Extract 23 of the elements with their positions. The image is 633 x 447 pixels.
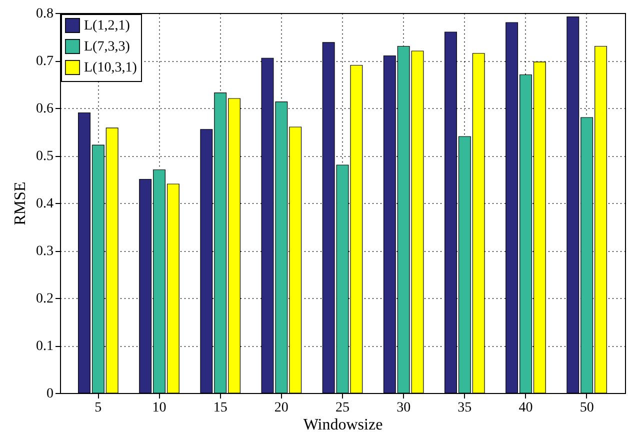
y-tick-label: 0.7 xyxy=(36,54,54,69)
x-tick-label: 40 xyxy=(518,400,533,416)
y-tick-label: 0.1 xyxy=(36,339,54,354)
y-tick-label: 0 xyxy=(46,386,54,402)
x-tick-label: 30 xyxy=(396,400,411,416)
y-tick-label: 0.2 xyxy=(36,292,54,306)
x-tick-label: 25 xyxy=(336,400,350,416)
legend-label: L(1,2,1) xyxy=(84,18,130,34)
y-axis-title: RMSE xyxy=(12,182,29,226)
x-tick-label: 5 xyxy=(94,400,102,416)
x-tick-label: 50 xyxy=(580,400,594,416)
legend-label: L(7,3,3) xyxy=(84,40,130,54)
y-tick-label: 0.4 xyxy=(36,196,54,212)
x-tick-label: 35 xyxy=(458,400,472,416)
x-tick-label: 15 xyxy=(213,400,228,416)
y-tick-label: 0.8 xyxy=(36,6,54,22)
y-tick-label: 0.5 xyxy=(36,149,54,164)
legend-label: L(10,3,1) xyxy=(84,60,138,76)
x-tick-label: 10 xyxy=(152,400,166,416)
y-tick-label: 0.3 xyxy=(36,244,54,259)
y-tick-label: 0.6 xyxy=(36,102,54,116)
x-tick-label: 20 xyxy=(274,400,288,416)
x-axis-title: Windowsize xyxy=(303,416,383,434)
